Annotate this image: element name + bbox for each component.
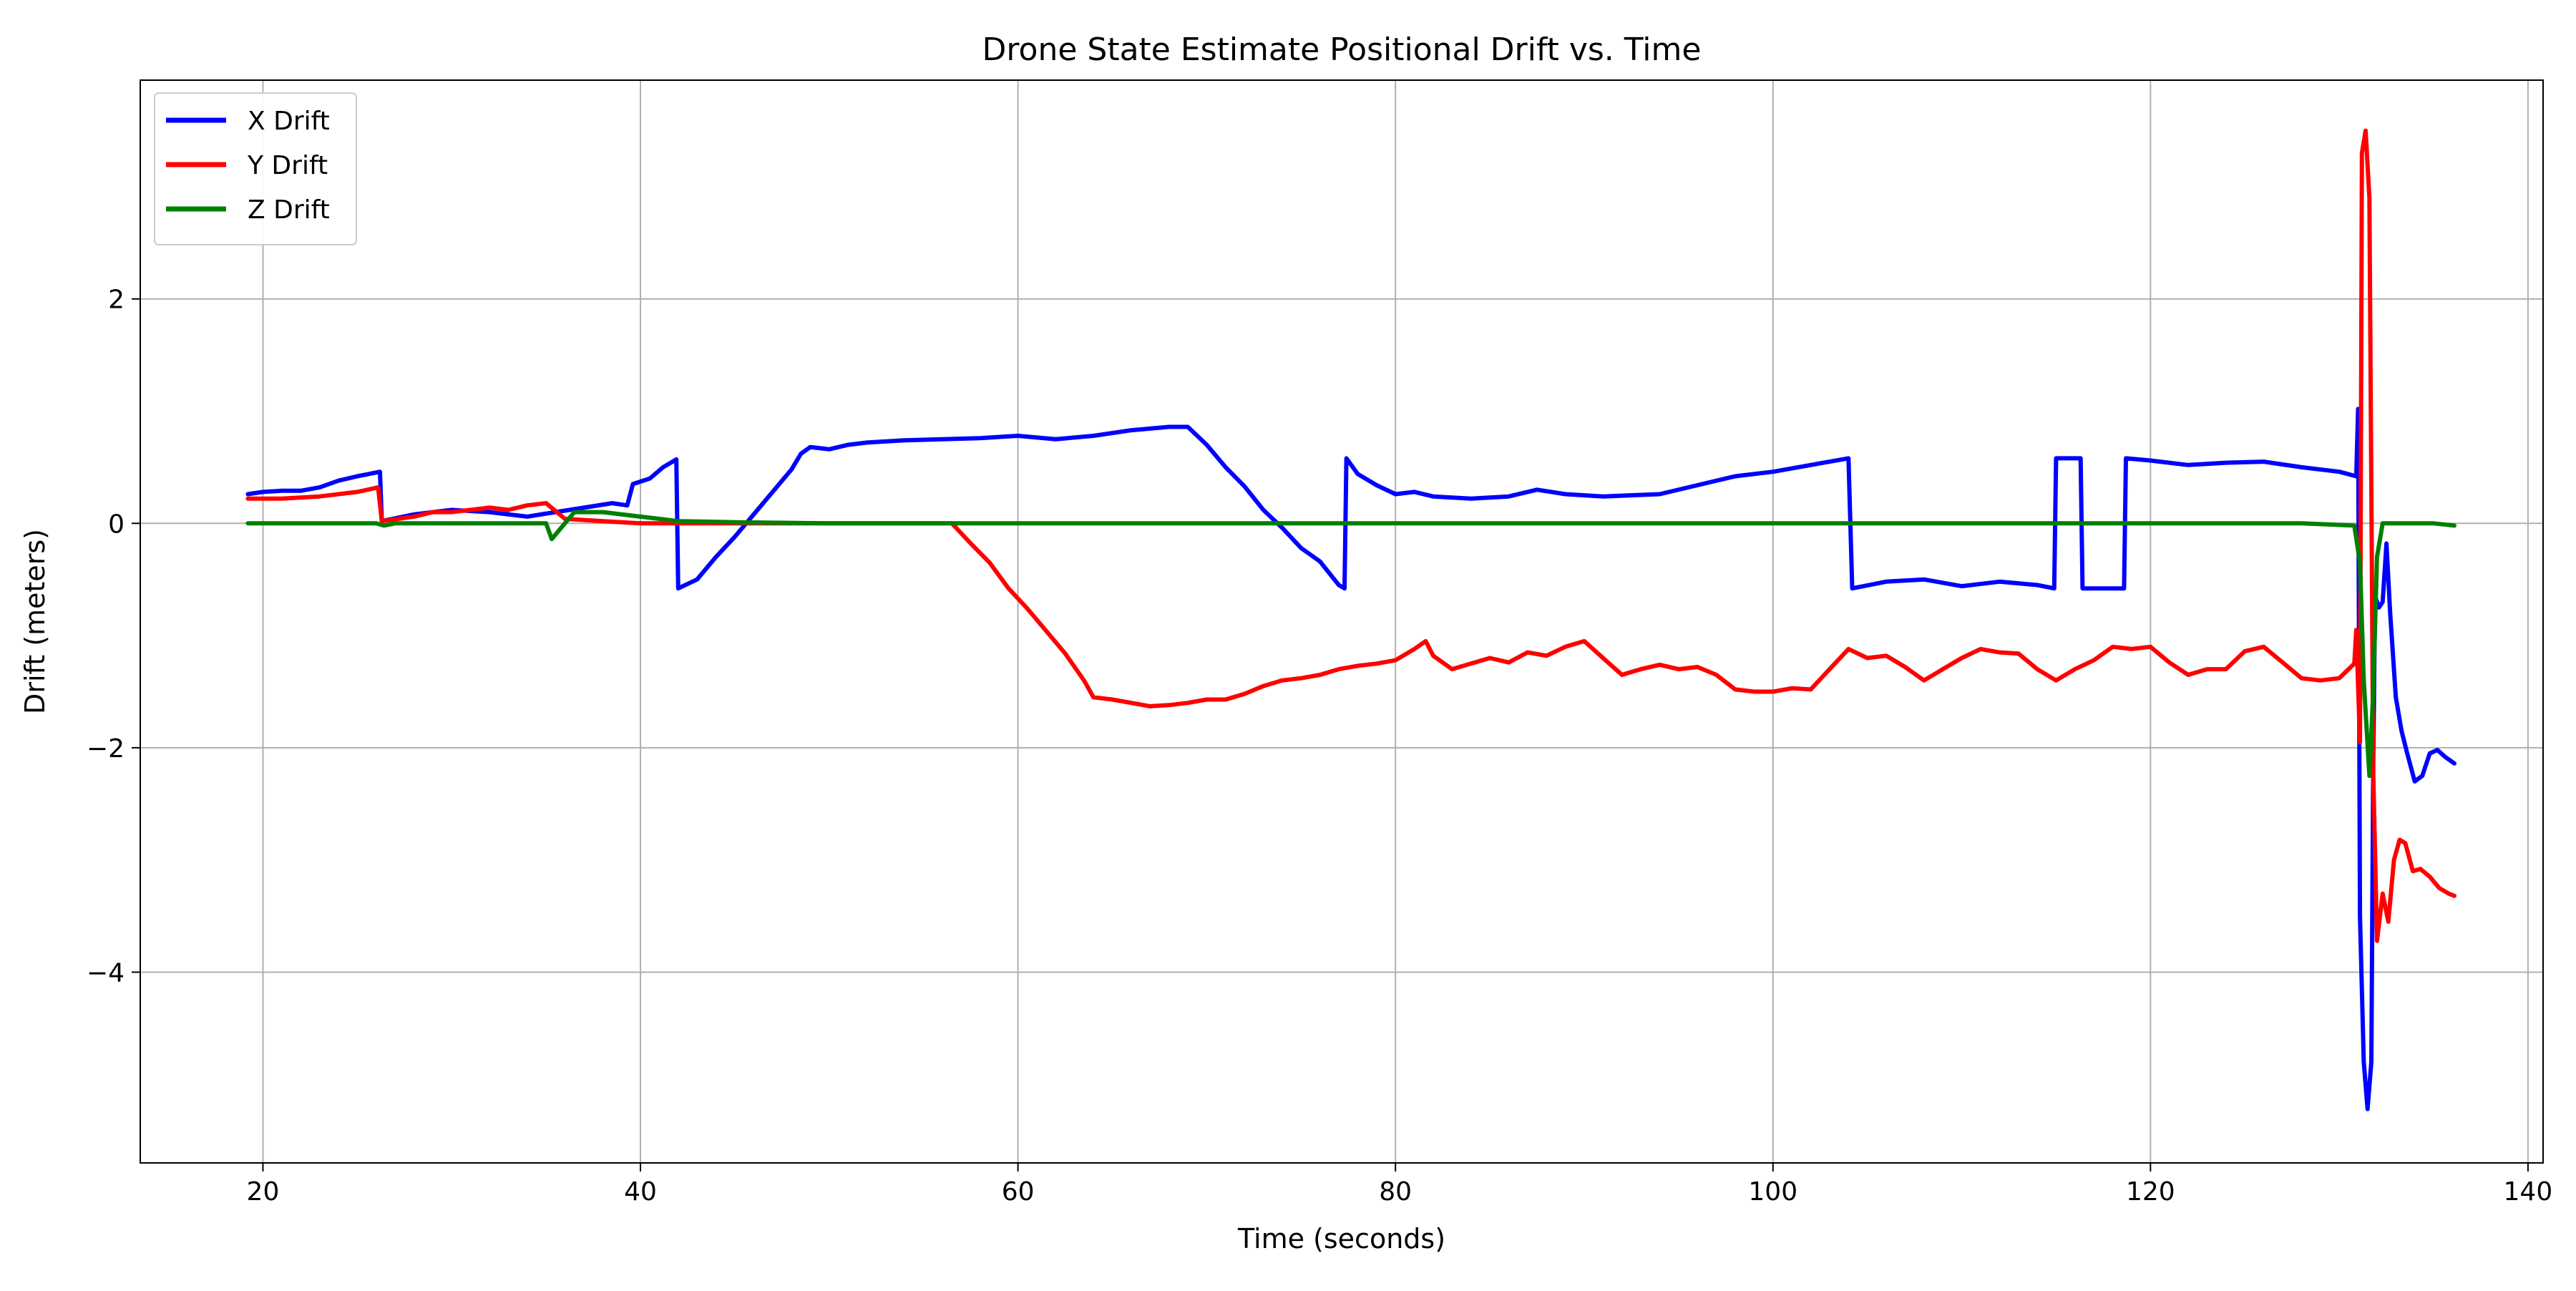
x-axis-ticks: 20 40 60 80 100 120 140 [247, 1163, 2553, 1207]
series-lines [245, 128, 2457, 1111]
legend-label-z-drift: Z Drift [248, 195, 330, 225]
legend-label-x-drift: X Drift [248, 107, 330, 136]
y-tick-label: 0 [108, 510, 125, 539]
y-axis-label: Drift (meters) [19, 529, 51, 714]
chart-title: Drone State Estimate Positional Drift vs… [982, 31, 1702, 68]
x-axis-label: Time (seconds) [1237, 1223, 1445, 1255]
x-tick-label: 140 [2504, 1177, 2553, 1207]
x-tick-label: 40 [624, 1177, 657, 1207]
x-tick-label: 120 [2126, 1177, 2175, 1207]
x-tick-label: 20 [247, 1177, 280, 1207]
series-line-z-drift [245, 510, 2457, 779]
plot-frame [140, 79, 2544, 1164]
y-tick-label: −2 [87, 734, 125, 764]
y-tick-label: 2 [108, 286, 125, 315]
legend-label-y-drift: Y Drift [247, 151, 328, 180]
x-tick-label: 60 [1002, 1177, 1035, 1207]
legend: X Drift Y Drift Z Drift [154, 92, 357, 245]
y-axis-ticks: −4 −2 0 2 [87, 286, 140, 988]
x-tick-label: 80 [1379, 1177, 1412, 1207]
x-tick-label: 100 [1748, 1177, 1797, 1207]
y-tick-label: −4 [87, 958, 125, 988]
series-line-x-drift [245, 406, 2457, 1111]
